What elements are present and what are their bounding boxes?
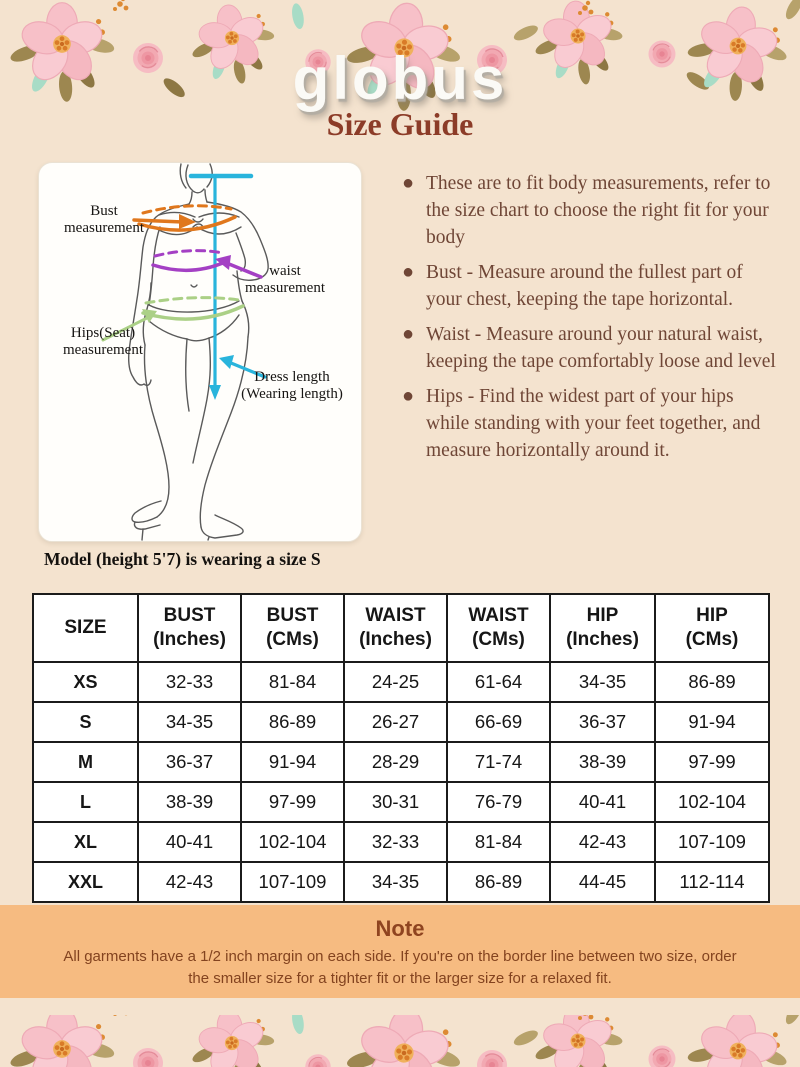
value-cell: 102-104 [654, 781, 770, 823]
table-row: S 34-35 86-89 26-27 66-69 36-37 91-94 [32, 701, 770, 743]
value-cell: 91-94 [240, 741, 345, 783]
size-cell: XS [32, 661, 139, 703]
measurement-diagram-card: Bust measurement waist measurement Hips(Se… [38, 162, 362, 542]
brand-logo: globus [292, 45, 508, 112]
size-cell: L [32, 781, 139, 823]
waist-measure-line [151, 249, 263, 279]
dress-length-arrow [209, 385, 221, 400]
value-cell: 32-33 [343, 821, 448, 863]
value-cell: 42-43 [549, 821, 656, 863]
instruction-text: Waist - Measure around your natural wais… [426, 324, 776, 372]
size-cell: XXL [32, 861, 139, 903]
value-cell: 76-79 [446, 781, 551, 823]
header-hip-inches: HIP (Inches) [549, 593, 656, 663]
size-cell: XL [32, 821, 139, 863]
header-size: SIZE [32, 593, 139, 663]
dress-length-line [188, 173, 267, 389]
note-text: All garments have a 1/2 inch margin on e… [63, 948, 737, 987]
figure-illustration [101, 163, 269, 541]
value-cell: 24-25 [343, 661, 448, 703]
instruction-list: ● These are to fit body measurements, re… [402, 170, 780, 472]
dress-length-pointer-arrow [219, 355, 234, 369]
waist-measure-arrow [215, 255, 231, 270]
header-waist-cms: WAIST (CMs) [446, 593, 551, 663]
value-cell: 26-27 [343, 701, 448, 743]
size-cell: S [32, 701, 139, 743]
value-cell: 112-114 [654, 861, 770, 903]
table-row: XS 32-33 81-84 24-25 61-64 34-35 86-89 [32, 661, 770, 703]
value-cell: 34-35 [137, 701, 242, 743]
size-cell: M [32, 741, 139, 783]
instruction-text: These are to fit body measurements, refe… [426, 173, 771, 248]
bust-measure-arrow [179, 214, 196, 229]
waist-label: waist measurement [245, 263, 325, 296]
value-cell: 40-41 [549, 781, 656, 823]
size-chart-table: SIZE BUST (Inches) BUST (CMs) WAIST (Inches… [32, 593, 770, 903]
model-size-note: Model (height 5'7) is wearing a size S [44, 549, 321, 569]
value-cell: 44-45 [549, 861, 656, 903]
hips-measure-arrow [142, 309, 157, 323]
value-cell: 86-89 [654, 661, 770, 703]
value-cell: 28-29 [343, 741, 448, 783]
table-row: XXL 42-43 107-109 34-35 86-89 44-45 112-… [32, 861, 770, 903]
instruction-text: Bust - Measure around the fullest part o… [426, 262, 743, 310]
hips-label: Hips(Seat) measurement [63, 325, 143, 358]
hips-measure-line [101, 296, 245, 342]
page-title: Size Guide [326, 106, 474, 142]
value-cell: 81-84 [240, 661, 345, 703]
header-waist-inches: WAIST (Inches) [343, 593, 448, 663]
table-row: L 38-39 97-99 30-31 76-79 40-41 102-104 [32, 781, 770, 823]
bullet-dot-icon: ● [402, 323, 415, 345]
value-cell: 107-109 [240, 861, 345, 903]
note-panel: Note All garments have a 1/2 inch margin… [0, 905, 800, 998]
bullet-dot-icon: ● [402, 385, 415, 407]
value-cell: 91-94 [654, 701, 770, 743]
instruction-item: ● Bust - Measure around the fullest part… [402, 259, 780, 313]
header-bust-inches: BUST (Inches) [137, 593, 242, 663]
note-title: Note [375, 916, 425, 941]
value-cell: 86-89 [446, 861, 551, 903]
instruction-text: Hips - Find the widest part of your hips… [426, 386, 761, 461]
value-cell: 34-35 [343, 861, 448, 903]
bullet-dot-icon: ● [402, 172, 415, 194]
value-cell: 42-43 [137, 861, 242, 903]
table-row: XL 40-41 102-104 32-33 81-84 42-43 107-1… [32, 821, 770, 863]
value-cell: 97-99 [240, 781, 345, 823]
bottom-floral-border [0, 1015, 800, 1067]
value-cell: 36-37 [137, 741, 242, 783]
value-cell: 32-33 [137, 661, 242, 703]
value-cell: 34-35 [549, 661, 656, 703]
value-cell: 97-99 [654, 741, 770, 783]
value-cell: 38-39 [549, 741, 656, 783]
value-cell: 107-109 [654, 821, 770, 863]
value-cell: 71-74 [446, 741, 551, 783]
value-cell: 81-84 [446, 821, 551, 863]
value-cell: 61-64 [446, 661, 551, 703]
header-bust-cms: BUST (CMs) [240, 593, 345, 663]
value-cell: 86-89 [240, 701, 345, 743]
bust-measure-line [132, 204, 237, 232]
value-cell: 36-37 [549, 701, 656, 743]
table-header-row: SIZE BUST (Inches) BUST (CMs) WAIST (Inches… [32, 593, 770, 663]
value-cell: 30-31 [343, 781, 448, 823]
value-cell: 102-104 [240, 821, 345, 863]
table-row: M 36-37 91-94 28-29 71-74 38-39 97-99 [32, 741, 770, 783]
dress-length-label: Dress length (Wearing length) [241, 369, 343, 402]
instruction-item: ● Waist - Measure around your natural wa… [402, 321, 780, 375]
bullet-dot-icon: ● [402, 261, 415, 283]
value-cell: 66-69 [446, 701, 551, 743]
instruction-item: ● These are to fit body measurements, re… [402, 170, 780, 251]
header-hip-cms: HIP (CMs) [654, 593, 770, 663]
value-cell: 38-39 [137, 781, 242, 823]
value-cell: 40-41 [137, 821, 242, 863]
bust-label: Bust measurement [64, 203, 144, 236]
instruction-item: ● Hips - Find the widest part of your hi… [402, 383, 780, 464]
